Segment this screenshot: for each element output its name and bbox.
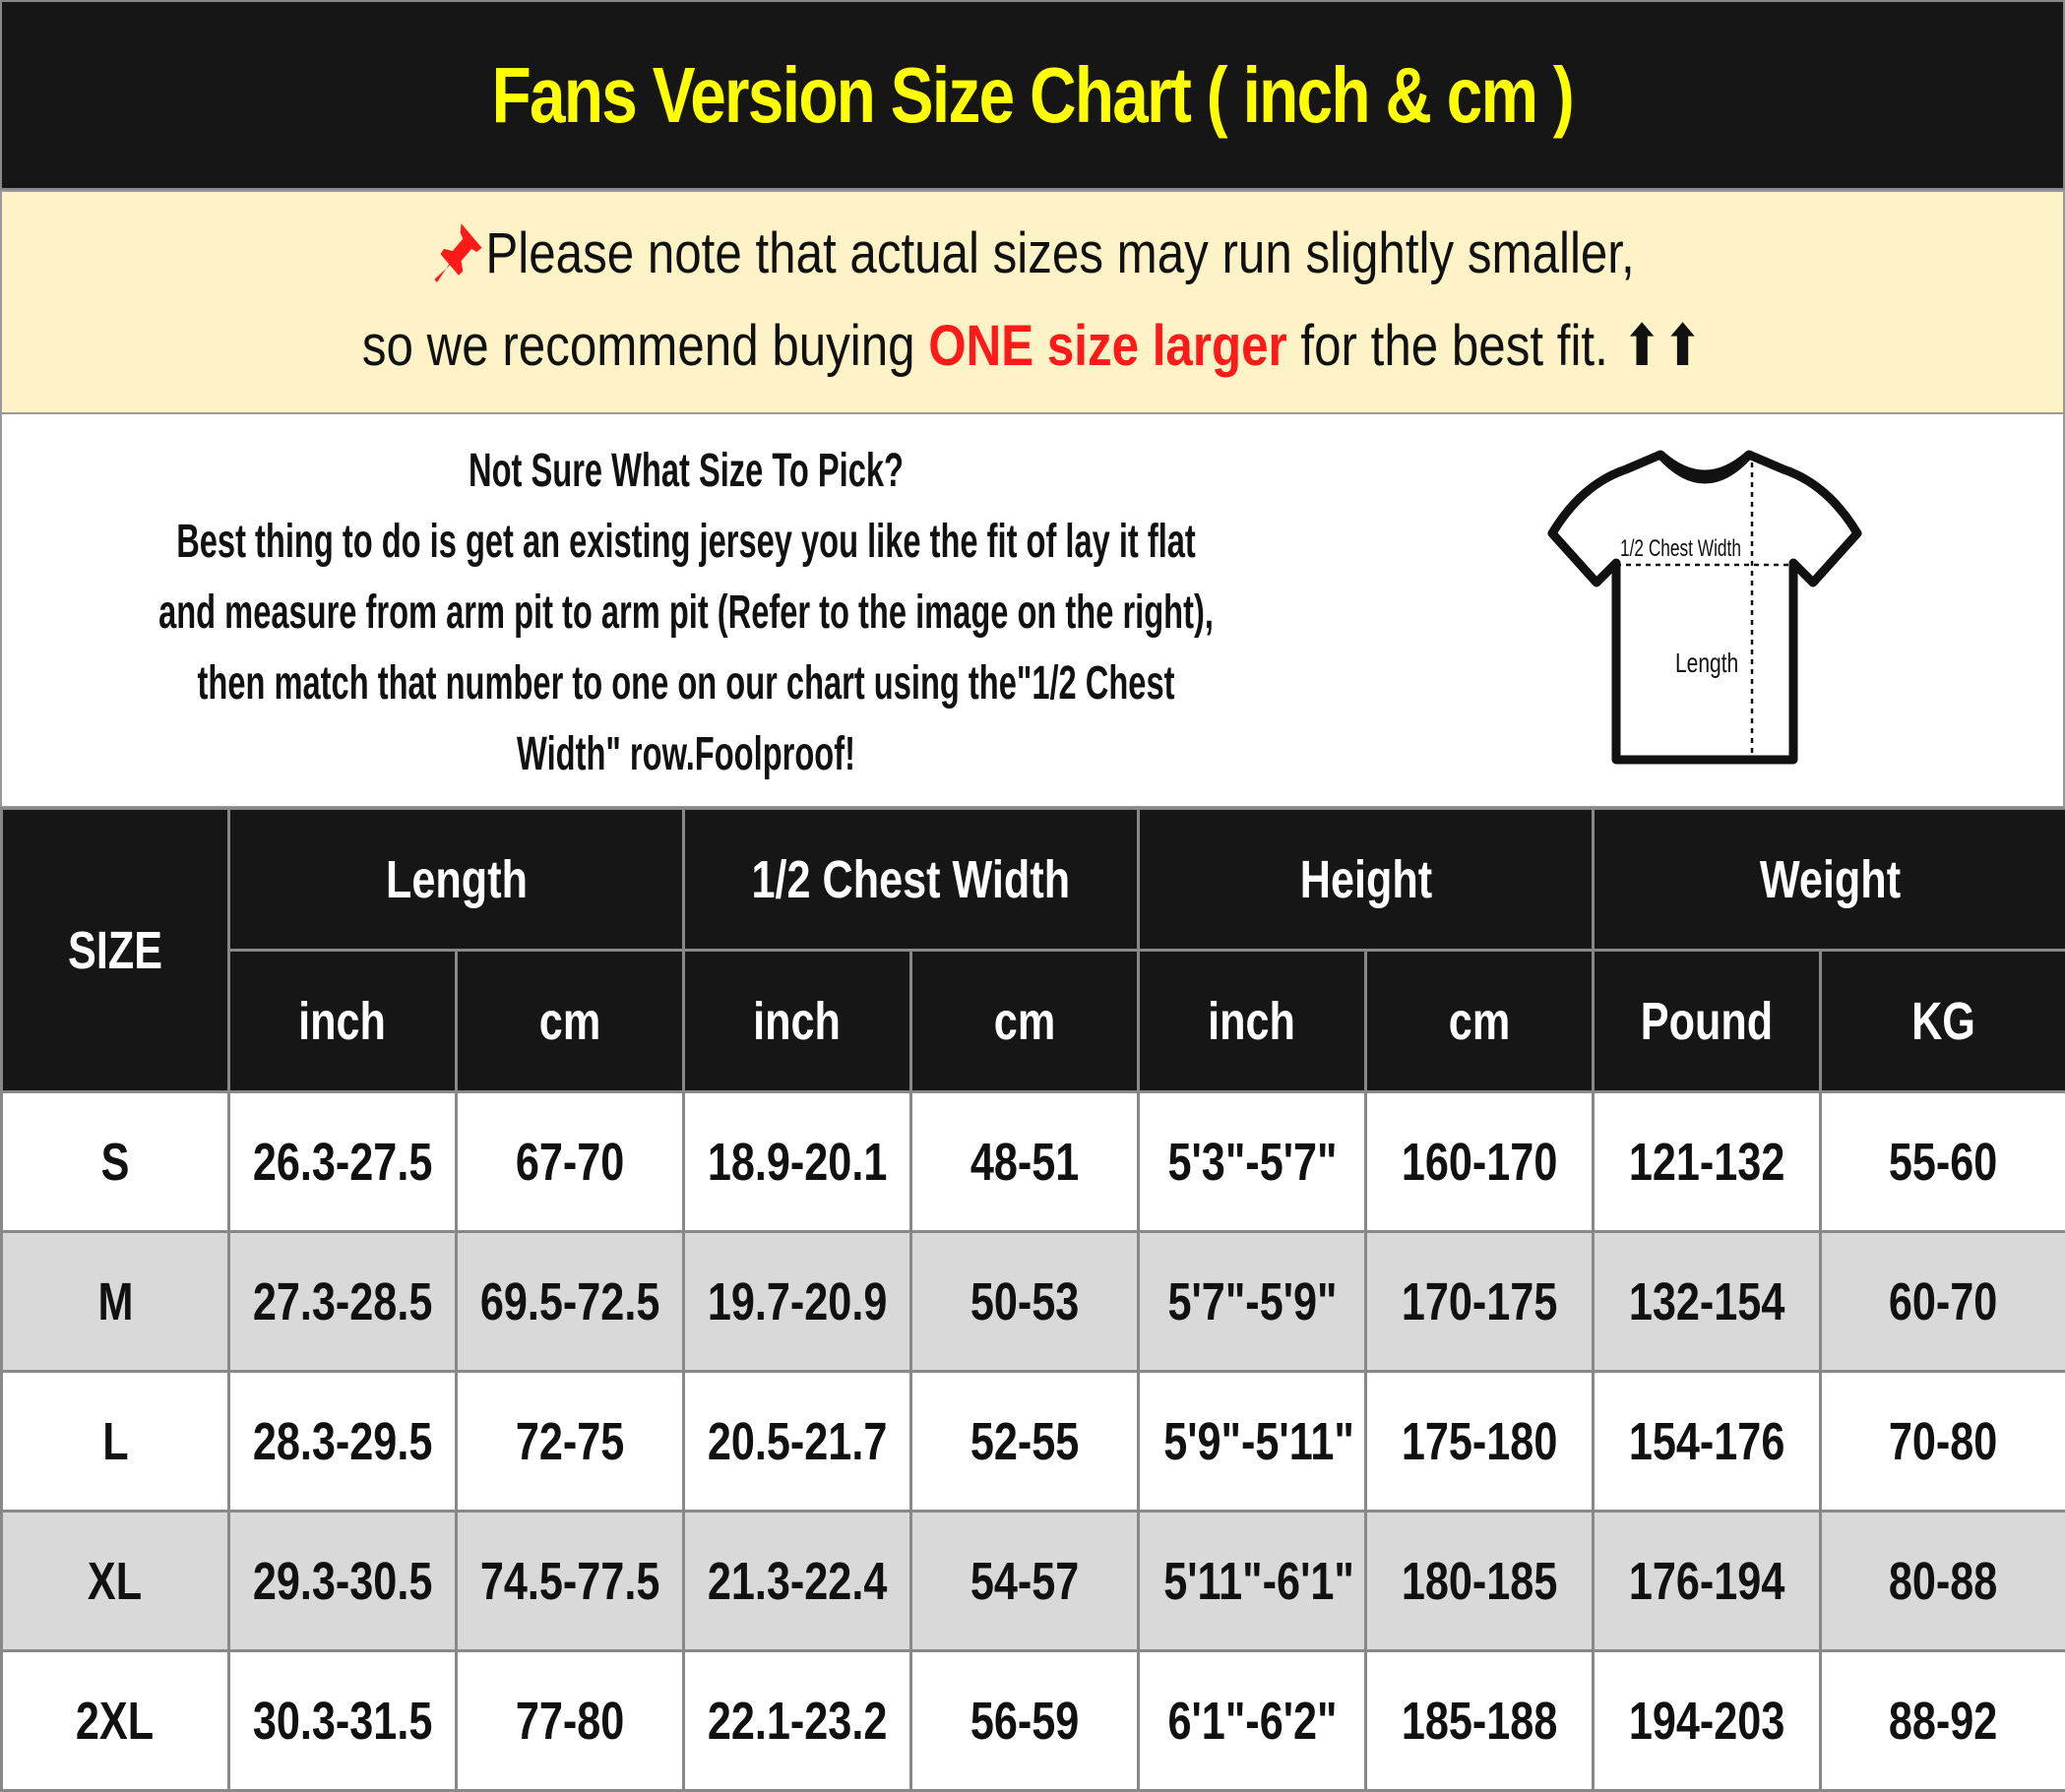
table-cell: 5'11"-6'1" bbox=[1137, 1510, 1367, 1652]
length-label: Length bbox=[1675, 648, 1739, 678]
measuring-guide: Not Sure What Size To Pick? Best thing t… bbox=[0, 414, 2065, 808]
table-cell: 5'9"-5'11" bbox=[1137, 1370, 1367, 1513]
table-cell: 67-70 bbox=[455, 1090, 685, 1233]
table-cell: 70-80 bbox=[1818, 1370, 2065, 1513]
title-banner: Fans Version Size Chart ( inch & cm ) bbox=[0, 0, 2065, 190]
group-header: 1/2 Chest Width bbox=[682, 807, 1140, 952]
table-row: XL 29.3-30.5 74.5-77.5 21.3-22.4 54-57 5'11"-… bbox=[0, 1510, 2065, 1652]
table-cell: 194-203 bbox=[1592, 1649, 1822, 1792]
table-cell: 72-75 bbox=[455, 1370, 685, 1513]
table-row: S 26.3-27.5 67-70 18.9-20.1 48-51 5'3"-5'7" 16… bbox=[0, 1090, 2065, 1233]
table-cell: 54-57 bbox=[909, 1510, 1140, 1652]
table-cell: 176-194 bbox=[1592, 1510, 1822, 1652]
table-cell: 28.3-29.5 bbox=[227, 1370, 458, 1513]
size-cell: S bbox=[0, 1090, 230, 1233]
size-cell: M bbox=[0, 1230, 230, 1373]
group-header: Length bbox=[227, 807, 685, 952]
table-cell: 5'3"-5'7" bbox=[1137, 1090, 1367, 1233]
table-cell: 88-92 bbox=[1818, 1649, 2065, 1792]
table-cell: 22.1-23.2 bbox=[682, 1649, 912, 1792]
table-cell: 55-60 bbox=[1818, 1090, 2065, 1233]
table-cell: 29.3-30.5 bbox=[227, 1510, 458, 1652]
table-cell: 48-51 bbox=[909, 1090, 1140, 1233]
table-cell: 18.9-20.1 bbox=[682, 1090, 912, 1233]
table-cell: 160-170 bbox=[1364, 1090, 1595, 1233]
table-cell: 56-59 bbox=[909, 1649, 1140, 1792]
table-cell: 132-154 bbox=[1592, 1230, 1822, 1373]
table-cell: 154-176 bbox=[1592, 1370, 1822, 1513]
size-cell: 2XL bbox=[0, 1649, 230, 1792]
size-header: SIZE bbox=[0, 807, 230, 1093]
unit-header: cm bbox=[455, 949, 685, 1093]
tshirt-outline bbox=[1547, 450, 1862, 765]
note-line-1: Please note that actual sizes may run sl… bbox=[156, 219, 1909, 286]
table-cell: 50-53 bbox=[909, 1230, 1140, 1373]
table-cell: 5'7"-5'9" bbox=[1137, 1230, 1367, 1373]
unit-header: inch bbox=[1137, 949, 1367, 1093]
table-row: L 28.3-29.5 72-75 20.5-21.7 52-55 5'9"-5'11" 1… bbox=[0, 1370, 2065, 1513]
size-cell: L bbox=[0, 1370, 230, 1513]
recommendation-highlight: ONE size larger bbox=[928, 314, 1287, 378]
table-cell: 74.5-77.5 bbox=[455, 1510, 685, 1652]
unit-header: cm bbox=[909, 949, 1140, 1093]
table-cell: 77-80 bbox=[455, 1649, 685, 1792]
group-header: Weight bbox=[1591, 807, 2065, 952]
table-cell: 20.5-21.7 bbox=[682, 1370, 912, 1513]
table-cell: 80-88 bbox=[1818, 1510, 2065, 1652]
table-cell: 52-55 bbox=[909, 1370, 1140, 1513]
table-cell: 121-132 bbox=[1592, 1090, 1822, 1233]
table-row: M 27.3-28.5 69.5-72.5 19.7-20.9 50-53 5'7"-5'… bbox=[0, 1230, 2065, 1373]
table-cell: 26.3-27.5 bbox=[227, 1090, 458, 1233]
table-cell: 21.3-22.4 bbox=[682, 1510, 912, 1652]
table-cell: 27.3-28.5 bbox=[227, 1230, 458, 1373]
unit-header: inch bbox=[682, 949, 912, 1093]
table-cell: 170-175 bbox=[1364, 1230, 1595, 1373]
table-row: 2XL 30.3-31.5 77-80 22.1-23.2 56-59 6'1"-6'2"… bbox=[0, 1649, 2065, 1792]
unit-header: inch bbox=[227, 949, 458, 1093]
table-cell: 30.3-31.5 bbox=[227, 1649, 458, 1792]
unit-header: KG bbox=[1818, 949, 2065, 1093]
unit-header: cm bbox=[1364, 949, 1595, 1093]
table-cell: 69.5-72.5 bbox=[455, 1230, 685, 1373]
table-cell: 19.7-20.9 bbox=[682, 1230, 912, 1373]
chest-width-label: 1/2 Chest Width bbox=[1620, 535, 1741, 562]
size-cell: XL bbox=[0, 1510, 230, 1652]
group-header: Height bbox=[1137, 807, 1595, 952]
page-title: Fans Version Size Chart ( inch & cm ) bbox=[491, 50, 1575, 139]
table-cell: 180-185 bbox=[1364, 1510, 1595, 1652]
table-cell: 60-70 bbox=[1818, 1230, 2065, 1373]
up-arrows-icon: ⬆⬆ bbox=[1621, 314, 1704, 378]
table-cell: 6'1"-6'2" bbox=[1137, 1649, 1367, 1792]
table-cell: 185-188 bbox=[1364, 1649, 1595, 1792]
pushpin-icon bbox=[434, 223, 482, 282]
size-table: SIZE Length 1/2 Chest Width Height Weigh… bbox=[0, 807, 2065, 1792]
unit-header: Pound bbox=[1592, 949, 1822, 1093]
tshirt-diagram: 1/2 Chest Width Length bbox=[1547, 445, 1862, 779]
table-cell: 175-180 bbox=[1364, 1370, 1595, 1513]
sizing-note: Please note that actual sizes may run sl… bbox=[0, 190, 2065, 414]
guide-text: Not Sure What Size To Pick? Best thing t… bbox=[158, 445, 1214, 780]
note-line-2: so we recommend buying ONE size larger f… bbox=[361, 314, 1704, 378]
